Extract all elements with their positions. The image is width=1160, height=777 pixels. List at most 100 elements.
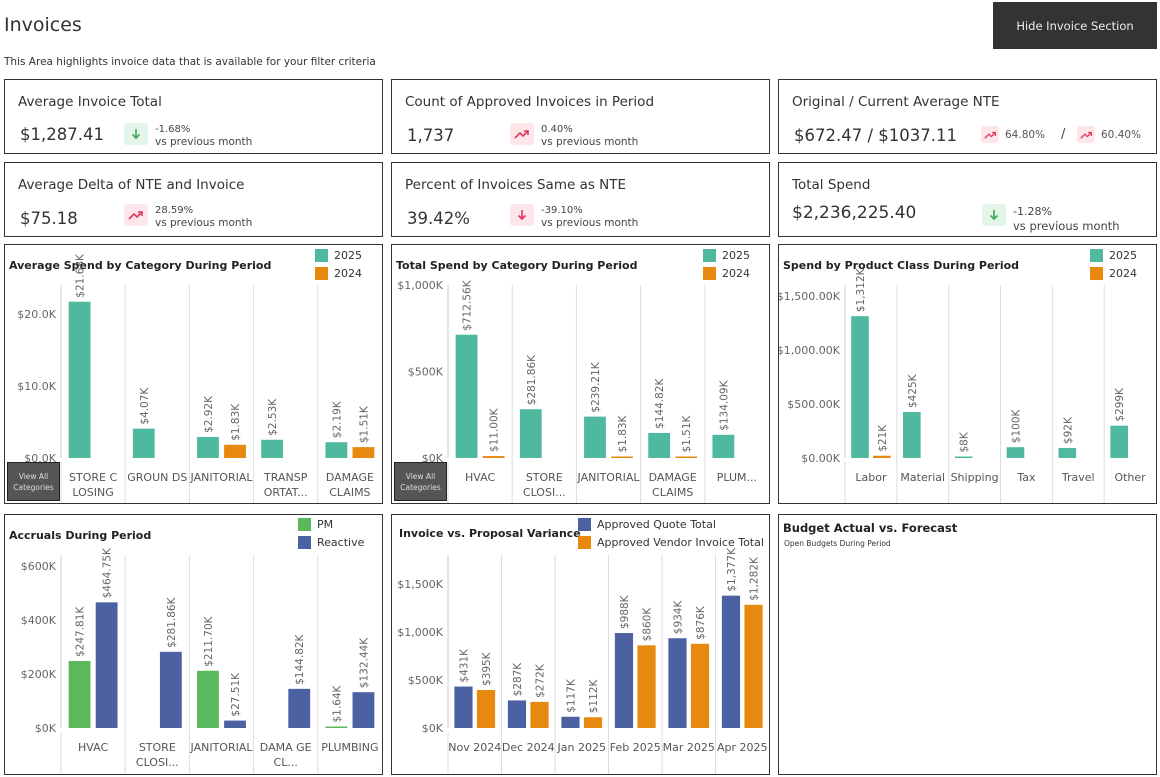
y-tick-label: $500K <box>408 366 444 379</box>
kpi-trend-current: 60.40% <box>1077 126 1141 143</box>
data-label: $287K <box>512 662 524 697</box>
data-label: $988K <box>619 594 631 629</box>
chart-title: Invoice vs. Proposal Variance <box>399 527 581 540</box>
data-label: $272K <box>535 663 547 698</box>
hide-invoice-section-button[interactable]: Hide Invoice Section <box>993 2 1157 49</box>
bar <box>197 670 219 728</box>
legend-swatch <box>315 266 328 280</box>
kpi-change: 28.59% <box>155 205 194 216</box>
bar <box>614 633 634 728</box>
x-tick-label: GROUN DS <box>127 471 187 484</box>
chart-legend: PM Reactive <box>298 515 364 551</box>
legend-swatch <box>1090 248 1103 262</box>
y-tick-label: $1,000.00K <box>779 344 841 357</box>
data-label: $860K <box>642 607 654 642</box>
arrow-down-icon <box>982 204 1006 226</box>
chart-subtitle: Open Budgets During Period <box>784 539 891 548</box>
x-tick-label: DAMA GE CL... <box>260 741 312 769</box>
kpi-percent-same-as-nte: Percent of Invoices Same as NTE 39.42% -… <box>391 162 770 237</box>
view-all-categories-button[interactable]: View All Categories <box>394 462 447 501</box>
legend-label: Reactive <box>317 535 365 549</box>
data-label: $21.68K <box>75 253 87 298</box>
legend-swatch <box>1090 266 1103 280</box>
panel-invoice-vs-proposal: Invoice vs. Proposal Variance Approved Q… <box>391 514 770 775</box>
bar <box>851 316 869 458</box>
bar <box>744 604 763 728</box>
data-label: $464.75K <box>102 547 114 598</box>
view-all-categories-button[interactable]: View All Categories <box>7 462 60 501</box>
data-label: $712.56K <box>462 279 474 330</box>
bar <box>1110 425 1128 458</box>
legend-label: 2025 <box>334 248 362 262</box>
bar <box>668 638 687 728</box>
kpi-change: 60.40% <box>1101 128 1142 141</box>
data-label: $1.51K <box>681 414 693 452</box>
data-label: $100K <box>1010 408 1022 443</box>
kpi-vs-label: vs previous month <box>155 217 253 229</box>
kpi-total-spend: Total Spend $2,236,225.40 -1.28% vs previ… <box>778 162 1157 237</box>
x-tick-label: JANITORIAL <box>190 741 254 754</box>
arrow-down-icon <box>124 123 148 145</box>
data-label: $2.92K <box>203 395 215 433</box>
x-tick-label: DAMAGE CLAIMS <box>326 471 374 499</box>
bar <box>482 456 505 458</box>
legend-swatch <box>578 517 591 531</box>
bar <box>68 661 91 728</box>
data-label: $112K <box>588 679 600 714</box>
x-tick-label: Other <box>1114 471 1146 484</box>
kpi-average-nte: Original / Current Average NTE $672.47 /… <box>778 79 1157 154</box>
x-tick-label: JANITORIAL <box>190 471 254 484</box>
chart-title: Average Spend by Category During Period <box>9 259 272 272</box>
kpi-vs-label: vs previous month <box>541 136 639 148</box>
bar <box>561 716 580 728</box>
panel-accruals: Accruals During Period PM Reactive $600K… <box>4 514 383 775</box>
x-tick-label: DAMAGE CLAIMS <box>649 471 697 499</box>
y-tick-label: $0.0K <box>24 452 56 465</box>
data-label: $1,312K <box>855 267 867 312</box>
y-tick-label: $400K <box>21 614 57 627</box>
kpi-value: $75.18 <box>20 209 78 228</box>
legend-swatch <box>315 248 328 262</box>
kpi-trend-original: 64.80% <box>981 126 1045 143</box>
trend-up-icon <box>1077 126 1095 143</box>
panel-budget-actual-vs-forecast: Budget Actual vs. Forecast Open Budgets … <box>778 514 1157 775</box>
y-tick-label: $10.0K <box>17 380 56 393</box>
x-tick-label: Apr 2025 <box>717 741 768 754</box>
data-label: $21K <box>877 424 889 452</box>
bar <box>611 456 633 458</box>
bar <box>261 439 284 458</box>
kpi-trend: 28.59% vs previous month <box>124 204 252 230</box>
data-label: $8K <box>959 431 971 452</box>
x-tick-label: Material <box>900 471 945 484</box>
bar <box>519 409 542 458</box>
bar <box>325 442 348 458</box>
y-tick-label: $500.00K <box>787 398 840 411</box>
x-tick-label: HVAC <box>78 741 108 754</box>
x-tick-label: Mar 2025 <box>663 741 715 754</box>
data-label: $1.83K <box>617 414 629 452</box>
bar <box>530 701 549 728</box>
trend-up-icon <box>124 204 148 226</box>
x-tick-label: Tax <box>1016 471 1036 484</box>
x-tick-label: HVAC <box>465 471 495 484</box>
y-tick-label: $1,500K <box>397 578 443 591</box>
kpi-separator: / <box>1061 127 1066 142</box>
legend-label: Approved Vendor Invoice Total <box>597 535 764 549</box>
bar <box>648 432 671 458</box>
data-label: $2.53K <box>267 398 279 436</box>
kpi-trend: -39.10% vs previous month <box>510 204 638 230</box>
chart-title: Accruals During Period <box>9 529 152 542</box>
kpi-title: Percent of Invoices Same as NTE <box>405 177 627 193</box>
panel-average-spend-by-category: Average Spend by Category During Period … <box>4 244 383 504</box>
legend-swatch <box>298 517 311 531</box>
x-tick-label: Travel <box>1061 471 1095 484</box>
kpi-value: $1,287.41 <box>20 125 104 144</box>
data-label: $1.64K <box>331 684 343 722</box>
y-tick-label: $0K <box>422 452 444 465</box>
x-tick-label: STORE C LOSING <box>69 471 117 499</box>
x-tick-label: PLUMBING <box>321 741 378 754</box>
panel-total-spend-by-category: Total Spend by Category During Period 20… <box>391 244 770 504</box>
legend-swatch <box>578 535 591 549</box>
chart-title: Spend by Product Class During Period <box>783 259 1020 272</box>
y-tick-label: $1,500.00K <box>779 290 841 303</box>
